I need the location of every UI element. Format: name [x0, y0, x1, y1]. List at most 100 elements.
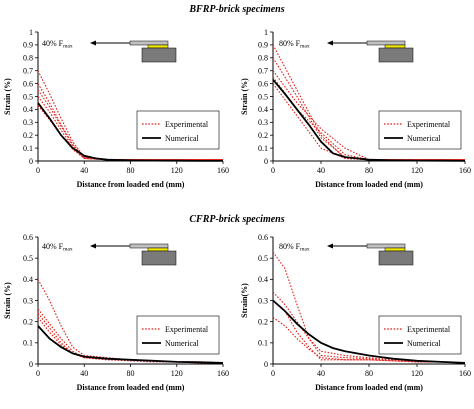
load-arrow-head	[327, 40, 333, 46]
x-tick-label: 80	[365, 369, 373, 378]
y-tick-label: 0.2	[23, 131, 33, 140]
y-tick-label: 1	[29, 28, 33, 37]
x-tick-label: 120	[171, 369, 183, 378]
load-arrow-head	[90, 243, 96, 249]
chart-cfrp-40: 0 0.1 0.2 0.3 0.4 0.5 0.6 0 40 80 120 160 Distance f…	[3, 233, 229, 392]
y-tick-label: 0.5	[23, 254, 33, 263]
experimental-series-line	[272, 76, 465, 161]
y-tick-label: 0.4	[23, 105, 33, 114]
y-tick-label: 0	[264, 360, 268, 369]
load-arrow-head	[90, 40, 96, 46]
x-tick-label: 120	[411, 166, 423, 175]
y-tick-label: 0	[29, 157, 33, 166]
legend-label-experimental: Experimental	[165, 325, 209, 334]
x-tick-label: 160	[459, 166, 471, 175]
y-tick-label: 0.9	[23, 41, 33, 50]
x-tick-label: 0	[36, 369, 40, 378]
y-tick-label: 0.6	[23, 79, 33, 88]
y-tick-label: 0	[264, 157, 268, 166]
y-tick-label: 0.1	[23, 339, 33, 348]
adhesive-sketch	[147, 247, 169, 252]
y-tick-label: 0.6	[258, 233, 268, 242]
y-tick-label: 0.2	[258, 131, 268, 140]
brick-sketch	[378, 47, 414, 63]
y-tick-label: 0.3	[23, 296, 33, 305]
load-level-label: 80% Fmax	[279, 39, 310, 50]
x-tick-label: 80	[365, 166, 373, 175]
experimental-series-line	[37, 317, 223, 364]
y-tick-label: 0.5	[258, 254, 268, 263]
y-tick-label: 0.9	[258, 41, 268, 50]
y-tick-label: 0.8	[23, 54, 33, 63]
x-tick-label: 40	[80, 166, 88, 175]
y-axis-title: Strain (%)	[3, 282, 12, 319]
brick-sketch	[141, 47, 177, 63]
x-tick-label: 120	[411, 369, 423, 378]
x-tick-label: 40	[80, 369, 88, 378]
load-level-label: 80% Fmax	[279, 242, 310, 253]
numerical-series-line	[272, 79, 466, 162]
y-tick-label: 0.1	[23, 144, 33, 153]
load-level-label: 40% Fmax	[42, 39, 73, 50]
y-tick-label: 0.7	[23, 67, 33, 76]
legend-label-numerical: Numerical	[407, 134, 442, 143]
x-tick-label: 160	[217, 166, 229, 175]
legend-box	[378, 315, 462, 355]
x-axis-title: Distance from loaded end (mm)	[77, 180, 185, 189]
x-tick-label: 40	[317, 166, 325, 175]
experimental-series-line	[37, 105, 223, 161]
brick-sketch	[378, 250, 414, 266]
y-tick-label: 0.2	[258, 317, 268, 326]
x-tick-label: 160	[459, 369, 471, 378]
experimental-series-line	[272, 70, 465, 161]
legend-label-experimental: Experimental	[165, 120, 209, 129]
y-tick-label: 0.3	[258, 118, 268, 127]
section-title-bfrp: BFRP-brick specimens	[189, 4, 285, 15]
y-tick-label: 0.4	[258, 275, 268, 284]
y-tick-label: 0.7	[258, 67, 268, 76]
x-tick-label: 0	[271, 166, 275, 175]
load-arrow-head	[327, 243, 333, 249]
x-tick-label: 160	[217, 369, 229, 378]
frp-plate-sketch	[366, 243, 406, 249]
x-tick-label: 40	[317, 369, 325, 378]
legend-box	[136, 315, 220, 355]
y-axis-title: Strain (%)	[3, 78, 12, 115]
y-tick-label: 0.6	[258, 79, 268, 88]
x-axis-title: Distance from loaded end (mm)	[315, 180, 423, 189]
y-tick-label: 1	[264, 28, 268, 37]
numerical-series-line	[37, 325, 224, 364]
section-title-cfrp: CFRP-brick specimens	[189, 214, 285, 225]
chart-bfrp-80: 0 0.1 0.2 0.3 0.4 0.5 0.6 0.7 0.8 0.9 1 0 40 80 120 160…	[240, 28, 471, 189]
adhesive-sketch	[384, 44, 406, 49]
frp-plate-sketch	[366, 40, 406, 46]
y-tick-label: 0.1	[258, 339, 268, 348]
y-axis-title: Strain(%)	[240, 283, 249, 318]
frp-plate-sketch	[129, 40, 169, 46]
y-tick-label: 0.3	[23, 118, 33, 127]
y-tick-label: 0.8	[258, 54, 268, 63]
y-tick-label: 0.5	[23, 92, 33, 101]
legend-label-numerical: Numerical	[407, 339, 442, 348]
load-level-label: 40% Fmax	[42, 242, 73, 253]
experimental-series-line	[272, 83, 465, 161]
y-tick-label: 0	[29, 360, 33, 369]
y-tick-label: 0.4	[258, 105, 268, 114]
frp-plate-sketch	[129, 243, 169, 249]
legend-box	[378, 110, 462, 150]
experimental-series-line	[37, 279, 224, 364]
experimental-series-line	[272, 300, 466, 364]
y-tick-label: 0.1	[258, 144, 268, 153]
x-tick-label: 80	[127, 369, 135, 378]
y-tick-label: 0.4	[23, 275, 33, 284]
y-tick-label: 0.5	[258, 92, 268, 101]
legend-box	[136, 110, 220, 150]
y-tick-label: 0.6	[23, 233, 33, 242]
x-tick-label: 0	[271, 369, 275, 378]
x-axis-title: Distance from loaded end (mm)	[77, 383, 185, 392]
adhesive-sketch	[147, 44, 169, 49]
chart-bfrp-40: 0 0.1 0.2 0.3 0.4 0.5 0.6 0.7 0.8 0.9 1 0 40 80 120 160…	[3, 28, 229, 189]
x-tick-label: 0	[36, 166, 40, 175]
x-axis-title: Distance from loaded end (mm)	[315, 383, 423, 392]
x-tick-label: 80	[127, 166, 135, 175]
